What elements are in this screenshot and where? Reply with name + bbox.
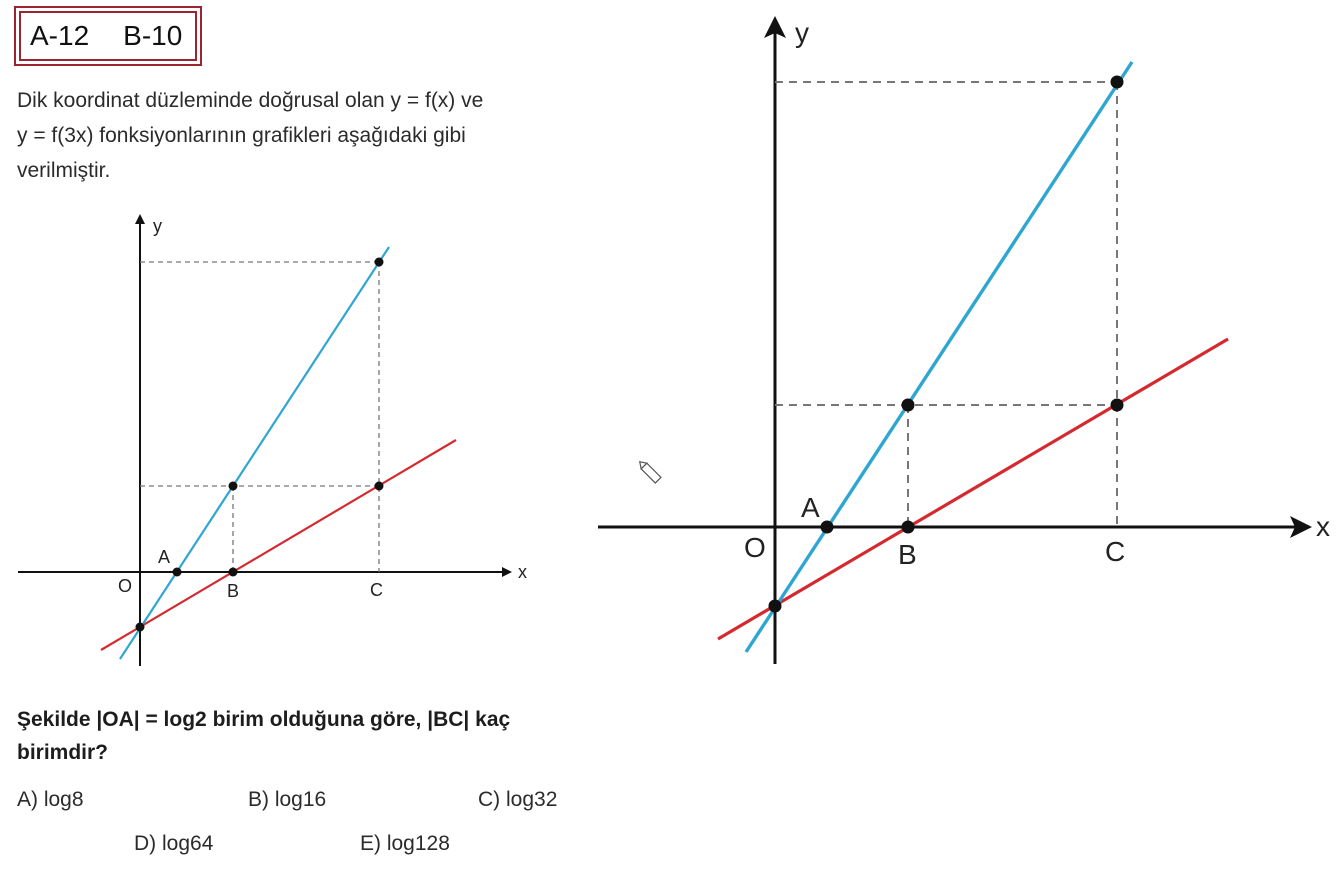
small-shallow-line — [100, 439, 457, 651]
small-label-c: C — [370, 580, 383, 600]
answer-key-box: A-12 B-10 — [14, 6, 202, 66]
problem-statement: Dik koordinat düzleminde doğrusal olan y… — [17, 83, 587, 188]
answer-key-inner: A-12 B-10 — [19, 11, 197, 61]
large-label-b: B — [898, 539, 917, 570]
large-label-a: A — [801, 492, 820, 523]
small-point-intercept — [135, 622, 145, 632]
small-point-mid-steep — [228, 481, 238, 491]
small-point-b — [228, 567, 238, 577]
small-label-o: O — [118, 576, 132, 596]
small-label-x: x — [518, 562, 527, 582]
small-steep-line — [119, 246, 390, 660]
large-steep-line — [744, 61, 1134, 653]
question-text: Şekilde |OA| = log2 birim olduğuna göre,… — [17, 703, 597, 769]
small-label-a: A — [158, 547, 170, 567]
large-point-mid-shallow — [1110, 398, 1124, 412]
large-point-mid-steep — [901, 398, 915, 412]
problem-line-2: y = f(3x) fonksiyonlarının grafikleri aş… — [17, 124, 466, 147]
option-b[interactable]: B) log16 — [248, 788, 327, 811]
small-point-a — [172, 567, 182, 577]
small-label-b: B — [227, 581, 239, 601]
large-figure: y x O A B C — [598, 16, 1330, 664]
problem-line-1: Dik koordinat düzleminde doğrusal olan y… — [17, 89, 484, 112]
option-e[interactable]: E) log128 — [360, 832, 450, 855]
small-point-mid-shallow — [374, 481, 384, 491]
code-b: B-10 — [123, 20, 183, 51]
large-label-x: x — [1316, 511, 1330, 542]
small-point-top — [374, 257, 384, 267]
large-point-b — [901, 520, 915, 534]
question-line-1: Şekilde |OA| = log2 birim olduğuna göre,… — [17, 708, 511, 731]
option-a[interactable]: A) log8 — [17, 788, 84, 811]
pencil-icon — [638, 460, 662, 484]
question-line-2: birimdir? — [17, 741, 109, 764]
large-label-y: y — [795, 17, 809, 48]
large-label-o: O — [744, 532, 766, 563]
large-point-a — [820, 520, 834, 534]
small-label-y: y — [153, 216, 162, 236]
code-a: A-12 — [30, 20, 90, 51]
large-point-intercept — [768, 599, 782, 613]
option-d[interactable]: D) log64 — [134, 832, 214, 855]
small-figure: y x O A B C — [18, 214, 527, 666]
option-c[interactable]: C) log32 — [478, 788, 558, 811]
large-label-c: C — [1105, 536, 1125, 567]
large-shallow-line — [717, 337, 1229, 641]
problem-line-3: verilmiştir. — [17, 159, 111, 182]
large-point-top — [1110, 75, 1124, 89]
